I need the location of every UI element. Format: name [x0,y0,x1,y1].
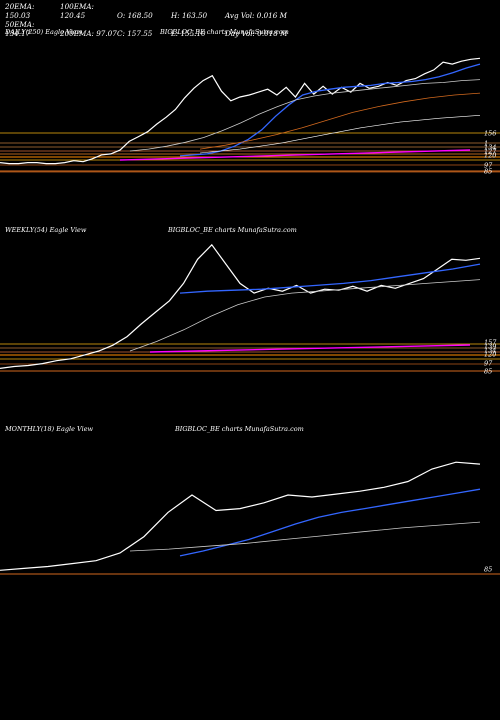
axis-value-label: 1 [484,140,488,148]
monthly-panel-title: MONTHLY(18) Eagle View [5,425,94,433]
monthly-panel-subtitle: BIGBLOC_BE charts MunafaSutra.com [175,425,304,433]
stat-avg-vol: Avg Vol: 0.016 M [225,11,287,20]
axis-value-label: 157 [484,339,497,347]
series-20ema-line [179,63,481,157]
series-100ema-line [199,92,481,150]
series-200ema-line [199,115,481,154]
daily-panel-subtitle: BIGBLOC_BE charts MunafaSutra.com [160,28,289,36]
axis-value-label: 120 [484,351,496,359]
axis-value-label: 127 [484,148,497,156]
axis-value-label: 139 [484,343,496,351]
axis-value-label: 97 [484,162,493,170]
axis-value-label: 134 [484,347,496,355]
stat-open: O: 168.50 [117,11,153,20]
axis-value-label: 134 [484,144,496,152]
series-price-line [0,57,481,165]
series-price-line [0,243,481,369]
trend-line [149,344,471,353]
series-50ema-line [129,279,481,352]
axis-value-label: 156 [484,130,496,138]
stat-50ema: 50EMA: 134.17 [5,20,35,38]
daily-panel-title: DAILY(250) Eagle View [5,28,83,36]
series-price-line [0,461,481,571]
stat-20ema: 20EMA: 150.03 [5,2,35,20]
axis-value-label: 120 [484,152,496,160]
series-50ema-line [129,79,481,152]
trend-line [119,149,471,161]
weekly-panel-title: WEEKLY(54) Eagle View [5,226,87,234]
stat-close: C: 157.55 [117,29,153,38]
stat-day-vol: Day Vol: 0.018 M [225,29,288,38]
stats-header: 20EMA: 150.03 100EMA: 120.45 O: 168.50 H: 1… [5,2,287,38]
stat-100ema: 100EMA: 120.45 [60,2,94,20]
axis-value-label: 85 [484,168,492,176]
stats-row-1: 20EMA: 150.03 100EMA: 120.45 O: 168.50 H: 1… [5,2,287,20]
axis-value-label: 97 [484,360,493,368]
series-50ema-line [129,521,481,552]
weekly-panel-subtitle: BIGBLOC_BE charts MunafaSutra.com [168,226,297,234]
stat-low: L: 155.10 [171,29,206,38]
series-20ema-line [179,263,481,294]
stat-high: H: 163.50 [171,11,208,20]
axis-value-label: 85 [484,566,492,574]
series-20ema-line [179,488,481,557]
axis-value-label: 85 [484,368,492,376]
stat-200ema: 200EMA: 97.07 [60,29,117,38]
stats-row-2: 50EMA: 134.17 200EMA: 97.07C: 157.55 L: 15… [5,20,287,38]
